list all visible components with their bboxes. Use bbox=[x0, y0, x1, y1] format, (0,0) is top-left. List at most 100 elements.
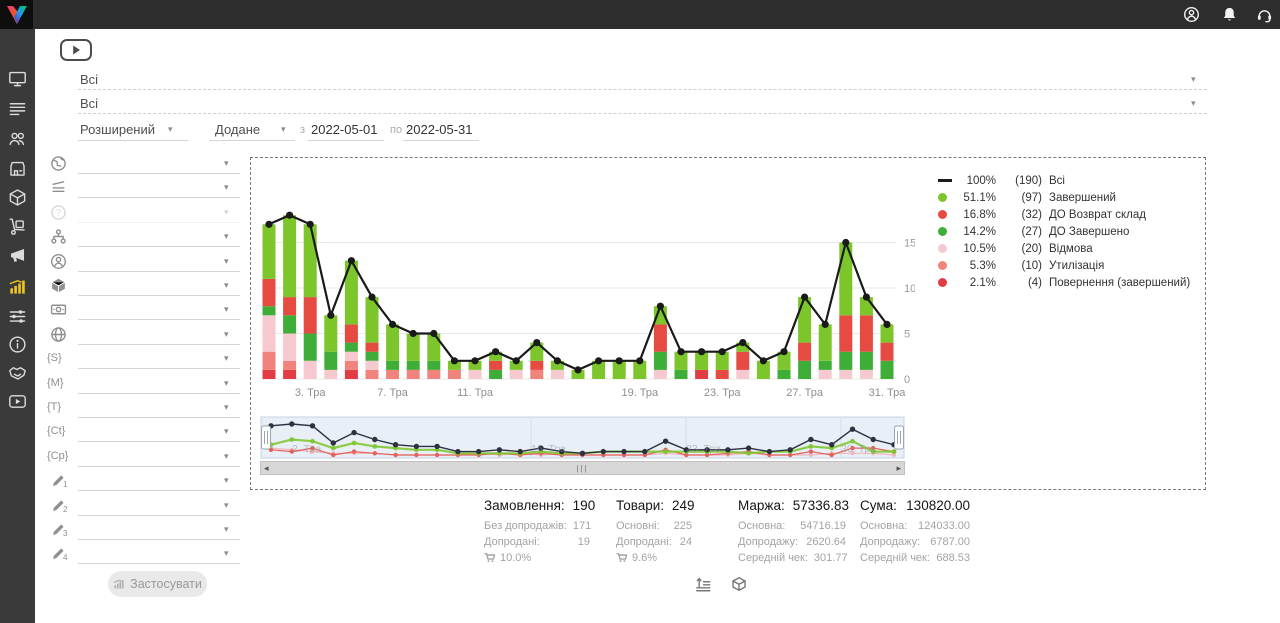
sidebar-item-settings[interactable] bbox=[8, 307, 27, 326]
legend-label: Завершений bbox=[1049, 191, 1116, 204]
chart-range-navigator[interactable]: 2. Тра 16. Тра 23. Тра 30. Тра bbox=[260, 416, 905, 460]
chevron-down-icon[interactable]: ▾ bbox=[224, 548, 229, 559]
navigator-right-handle bbox=[894, 425, 904, 450]
chevron-down-icon[interactable]: ▾ bbox=[281, 124, 286, 134]
stat-subvalue: 124033.00 bbox=[918, 520, 970, 532]
legend-percent: 16.8% bbox=[963, 208, 996, 221]
chevron-down-icon[interactable]: ▾ bbox=[224, 499, 229, 510]
legend-label: Всі bbox=[1049, 174, 1065, 187]
legend-count: (10) bbox=[1021, 259, 1042, 272]
chart-legend: 100% (190) Всі 51.1% (97) Завершений 16.… bbox=[938, 172, 1190, 291]
date-field-select[interactable]: Додане bbox=[215, 122, 261, 137]
svg-text:16. Тра: 16. Тра bbox=[531, 443, 566, 455]
category-select[interactable]: Всі bbox=[80, 72, 99, 87]
chevron-down-icon[interactable]: ▾ bbox=[224, 402, 229, 412]
legend-item[interactable]: 51.1% (97) Завершений bbox=[938, 189, 1190, 206]
tour-play-button[interactable] bbox=[60, 39, 92, 61]
svg-text:2. Тра: 2. Тра bbox=[292, 443, 321, 455]
scroll-left-icon[interactable]: ◂ bbox=[264, 463, 269, 473]
chevron-down-icon[interactable]: ▾ bbox=[224, 353, 229, 364]
legend-percent: 14.2% bbox=[963, 225, 996, 238]
sidebar-item-video[interactable] bbox=[8, 392, 27, 411]
sidebar-item-supply[interactable] bbox=[8, 217, 27, 236]
legend-label: ДО Завершено bbox=[1049, 225, 1130, 238]
chevron-down-icon[interactable]: ▾ bbox=[224, 450, 229, 461]
legend-item[interactable]: 16.8% (32) ДО Возврат склад bbox=[938, 206, 1190, 223]
legend-line-marker bbox=[938, 179, 953, 182]
legend-item[interactable]: 14.2% (27) ДО Завершено bbox=[938, 223, 1190, 240]
stat-sublabel: Середній чек: bbox=[738, 552, 808, 564]
navigator-left-handle bbox=[261, 425, 271, 450]
legend-item[interactable]: 5.3% (10) Утилізація bbox=[938, 257, 1190, 274]
bell-icon[interactable] bbox=[1221, 6, 1238, 23]
sidebar-item-clients[interactable] bbox=[8, 129, 27, 148]
chevron-down-icon[interactable]: ▾ bbox=[224, 304, 229, 315]
sidebar-item-dashboard[interactable] bbox=[8, 69, 27, 88]
stat-subrow: Допродажу: 6787.00 bbox=[860, 534, 970, 550]
apply-button[interactable]: Застосувати bbox=[108, 571, 207, 597]
play-icon bbox=[73, 45, 80, 55]
cart-icon bbox=[484, 552, 496, 564]
sidebar-item-marketing[interactable] bbox=[8, 246, 27, 265]
cart-icon bbox=[616, 552, 628, 564]
search-mode-select[interactable]: Розширений bbox=[80, 122, 155, 137]
stat-upsell-percent: 9.6% bbox=[632, 552, 658, 564]
chevron-down-icon[interactable]: ▾ bbox=[224, 475, 229, 486]
chevron-down-icon[interactable]: ▾ bbox=[1191, 74, 1196, 84]
legend-item[interactable]: 2.1% (4) Повернення (завершений) bbox=[938, 274, 1190, 291]
app-logo[interactable] bbox=[0, 0, 33, 29]
svg-text:23. Тра: 23. Тра bbox=[704, 387, 742, 399]
stat-subvalue: 54716.19 bbox=[800, 520, 846, 532]
cube-outline-icon[interactable] bbox=[731, 576, 747, 592]
brace-icon: {M} bbox=[47, 376, 64, 389]
chevron-down-icon[interactable]: ▾ bbox=[1191, 98, 1196, 108]
search-icon bbox=[49, 119, 68, 138]
person-icon bbox=[50, 253, 67, 270]
date-to-input[interactable]: 2022-05-31 bbox=[406, 122, 473, 137]
chevron-down-icon[interactable]: ▾ bbox=[224, 426, 229, 437]
scrollbar-grip[interactable]: ||| bbox=[576, 464, 589, 473]
stat-subvalue: 225 bbox=[673, 520, 692, 532]
chevron-down-icon[interactable]: ▾ bbox=[224, 158, 229, 168]
sidebar-item-info[interactable] bbox=[8, 335, 27, 354]
chevron-down-icon[interactable]: ▾ bbox=[168, 124, 173, 134]
svg-text:7. Тра: 7. Тра bbox=[377, 387, 408, 399]
navigator-scrollbar[interactable]: ◂ ▸ ||| bbox=[260, 461, 905, 475]
chevron-down-icon[interactable]: ▾ bbox=[224, 255, 229, 266]
top-bar bbox=[0, 0, 1280, 29]
chevron-down-icon[interactable]: ▾ bbox=[224, 182, 229, 193]
sidebar-item-products[interactable] bbox=[8, 188, 27, 207]
stat-sublabel: Основні: bbox=[616, 520, 660, 532]
chevron-down-icon[interactable]: ▾ bbox=[224, 206, 229, 217]
chevron-down-icon[interactable]: ▾ bbox=[224, 524, 229, 534]
stat-upsell-row: 10.0% bbox=[484, 550, 590, 566]
product-select[interactable]: Всі bbox=[80, 96, 99, 111]
legend-item[interactable]: 100% (190) Всі bbox=[938, 172, 1190, 189]
chevron-down-icon[interactable]: ▾ bbox=[224, 377, 229, 388]
chevron-down-icon[interactable]: ▾ bbox=[224, 231, 229, 242]
sidebar-item-statistics[interactable] bbox=[8, 277, 27, 296]
sidebar-item-partners[interactable] bbox=[8, 363, 27, 382]
headset-icon[interactable] bbox=[1256, 6, 1273, 23]
legend-label: Повернення (завершений) bbox=[1049, 276, 1191, 289]
sidebar-item-warehouse[interactable] bbox=[8, 159, 27, 178]
chevron-down-icon[interactable]: ▾ bbox=[224, 280, 229, 290]
date-to-label: по bbox=[390, 124, 403, 136]
date-from-input[interactable]: 2022-05-01 bbox=[311, 122, 378, 137]
legend-count: (32) bbox=[1021, 208, 1042, 221]
category-select-underline bbox=[78, 89, 1207, 90]
user-icon[interactable] bbox=[1183, 6, 1200, 23]
scroll-right-icon[interactable]: ▸ bbox=[896, 463, 901, 473]
legend-item[interactable]: 10.5% (20) Відмова bbox=[938, 240, 1190, 257]
package-icon bbox=[51, 95, 68, 112]
stat-title-row: Товари: 249 bbox=[616, 498, 695, 518]
brace-icon: {Cp} bbox=[47, 449, 69, 462]
side-navigation bbox=[0, 29, 35, 623]
sort-list-icon[interactable] bbox=[694, 575, 712, 593]
question-icon: ? bbox=[50, 204, 67, 221]
calendar-icon bbox=[192, 120, 209, 137]
chevron-down-icon[interactable]: ▾ bbox=[224, 328, 229, 339]
sidebar-item-orders[interactable] bbox=[8, 99, 27, 118]
stat-subvalue: 6787.00 bbox=[930, 536, 970, 548]
stat-subvalue: 24 bbox=[679, 536, 692, 548]
